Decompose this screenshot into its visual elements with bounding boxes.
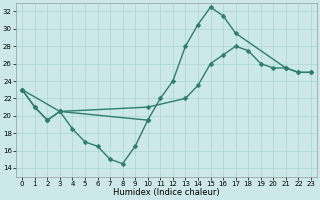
X-axis label: Humidex (Indice chaleur): Humidex (Indice chaleur) [113, 188, 220, 197]
